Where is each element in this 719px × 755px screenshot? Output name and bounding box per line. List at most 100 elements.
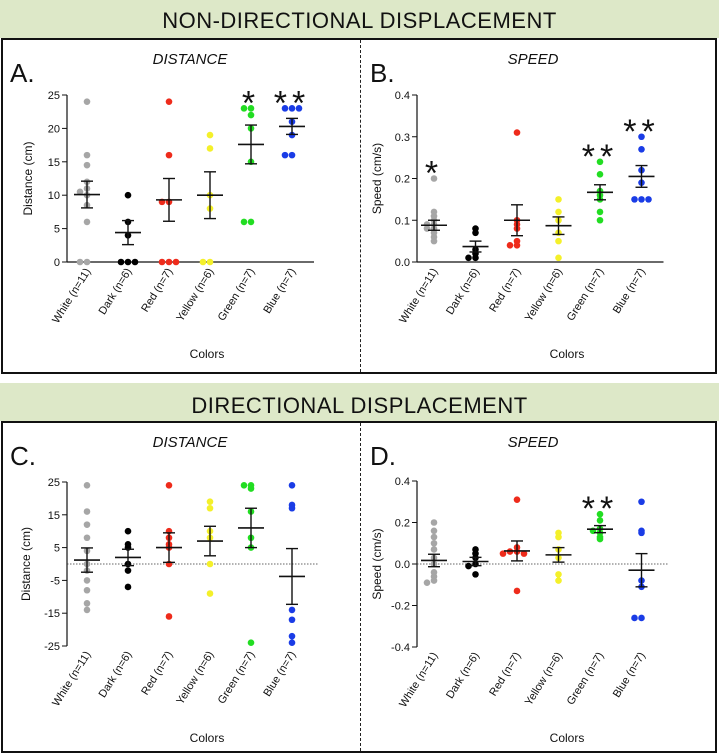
- y-tick-label: 5: [54, 224, 60, 236]
- panel-title: SPEED: [508, 434, 559, 451]
- data-point: [247, 105, 255, 112]
- chart-panel-a: A. DISTANCE 0 5 10 15 20 25 Distance (cm) White (…: [10, 51, 314, 361]
- data-point: [206, 560, 214, 568]
- data-point: [117, 258, 125, 266]
- y-tick-label: 25: [48, 477, 60, 489]
- y-tick-label: 0: [54, 257, 60, 269]
- significance-marker: **: [582, 490, 618, 528]
- data-point: [430, 533, 438, 541]
- data-point: [76, 188, 84, 196]
- data-point: [555, 571, 562, 578]
- y-tick-label: 0.0: [395, 559, 410, 571]
- data-point: [423, 579, 431, 586]
- x-category-label: Dark (n=6): [97, 266, 135, 317]
- y-tick-label: 0.2: [395, 174, 410, 186]
- data-point: [288, 504, 296, 512]
- data-point: [472, 571, 479, 578]
- data-point: [555, 208, 562, 216]
- y-tick-label: -15: [44, 608, 60, 620]
- data-point: [596, 510, 604, 518]
- data-point: [520, 550, 528, 557]
- x-category-label: White (n=11): [397, 266, 440, 325]
- data-point: [83, 521, 91, 528]
- x-category-label: Red (n=7): [139, 266, 175, 314]
- section-title-directional: DIRECTIONAL DISPLACEMENT: [191, 393, 528, 418]
- x-category-label: Blue (n=7): [611, 650, 648, 700]
- y-axis-label: Speed (cm/s): [370, 528, 384, 599]
- data-point: [165, 98, 173, 105]
- chart-panel-b: B. SPEED 0.0 0.1 0.2 0.3 0.4 Speed (cm/s) White …: [370, 51, 664, 361]
- data-point: [638, 614, 645, 622]
- data-point: [430, 539, 438, 547]
- x-category-label: Blue (n=7): [611, 266, 648, 316]
- y-tick-label: 15: [48, 510, 60, 522]
- y-axis-label: Distance (cm): [19, 527, 33, 601]
- y-tick-label: 15: [48, 157, 60, 169]
- data-point: [199, 258, 207, 266]
- data-point: [645, 196, 652, 203]
- section-banner-non-directional: NON-DIRECTIONAL DISPLACEMENT: [0, 0, 719, 38]
- x-category-label: Green (n=7): [565, 650, 607, 707]
- data-point: [247, 639, 255, 647]
- data-point: [165, 151, 173, 159]
- data-point: [281, 105, 289, 112]
- panel-letter: B.: [370, 58, 395, 88]
- data-point: [172, 258, 180, 266]
- data-point: [513, 587, 521, 595]
- data-point: [83, 218, 91, 226]
- data-point: [430, 519, 438, 526]
- data-point: [513, 242, 521, 249]
- data-point: [638, 529, 645, 537]
- y-tick-label: 0.2: [395, 518, 410, 530]
- y-tick-label: -5: [50, 575, 60, 587]
- data-point: [430, 237, 438, 245]
- y-tick-label: 10: [48, 190, 60, 202]
- data-point: [124, 567, 132, 574]
- data-point: [83, 508, 91, 515]
- data-point: [288, 616, 296, 624]
- data-point: [596, 216, 604, 224]
- data-point: [76, 258, 84, 266]
- x-category-label: Red (n=7): [487, 650, 523, 698]
- data-point: [83, 98, 91, 105]
- x-category-label: Dark (n=6): [444, 650, 482, 701]
- significance-marker: *: [242, 84, 260, 122]
- data-point: [638, 196, 645, 203]
- data-point: [288, 606, 296, 614]
- data-point: [131, 258, 139, 266]
- x-category-label: Yellow (n=6): [523, 650, 565, 708]
- data-point: [247, 218, 255, 226]
- data-point: [288, 481, 296, 489]
- data-point: [596, 535, 604, 543]
- significance-marker: **: [582, 138, 618, 176]
- data-point: [513, 496, 521, 503]
- y-tick-label: 25: [48, 90, 60, 102]
- data-point: [596, 171, 604, 178]
- data-point: [83, 151, 91, 159]
- data-point: [83, 586, 91, 594]
- y-tick-label: 20: [48, 123, 60, 135]
- y-axis-label: Speed (cm/s): [370, 143, 384, 214]
- data-point: [83, 534, 91, 542]
- panel-letter: C.: [10, 441, 36, 471]
- data-point: [240, 218, 248, 226]
- x-axis-label: Colors: [190, 347, 225, 361]
- x-category-label: White (n=11): [397, 650, 440, 709]
- data-point: [247, 485, 255, 492]
- data-point: [295, 105, 303, 112]
- x-category-label: Yellow (n=6): [174, 266, 216, 324]
- data-point: [124, 583, 132, 591]
- panel-divider-top: [360, 40, 361, 372]
- y-tick-label: 0.4: [395, 90, 410, 102]
- significance-marker: **: [274, 84, 310, 122]
- data-point: [206, 131, 214, 139]
- data-point: [472, 229, 479, 237]
- data-point: [206, 145, 214, 152]
- data-point: [430, 175, 438, 182]
- data-point: [638, 145, 645, 153]
- data-point: [83, 258, 91, 266]
- x-axis-label: Colors: [550, 347, 585, 361]
- data-point: [206, 498, 214, 505]
- data-point: [596, 158, 604, 166]
- data-point: [83, 161, 91, 169]
